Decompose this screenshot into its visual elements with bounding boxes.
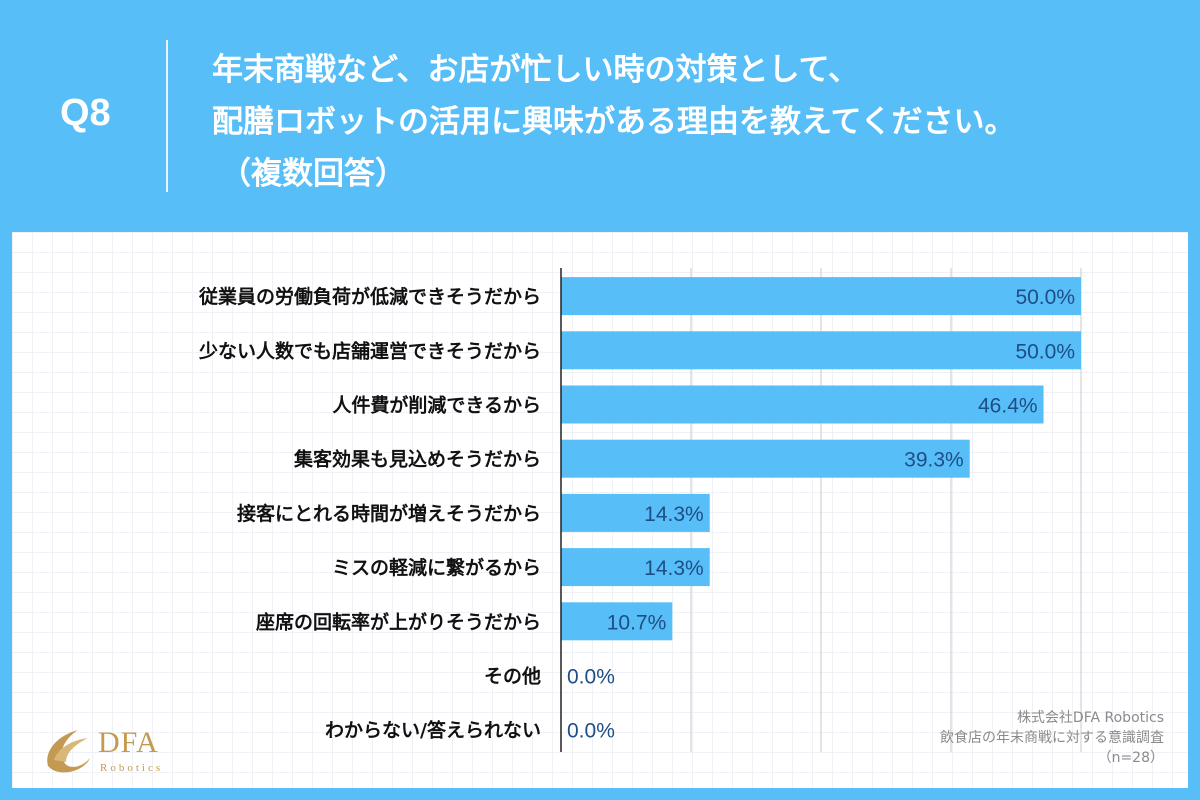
category-label: 接客にとれる時間が増えそうだから (237, 502, 541, 525)
source-company: 株式会社DFA Robotics (1016, 710, 1164, 726)
dfa-logo: DFA Robotics (38, 722, 188, 782)
source-note: 株式会社DFA Robotics 飲食店の年末商戦に対する意識調査 （n=28） (940, 708, 1164, 768)
question-title-line-2: 配膳ロボットの活用に興味がある理由を教えてください。 (212, 104, 1016, 140)
category-label: 集客効果も見込めそうだから (293, 448, 541, 471)
question-header: Q8 年末商戦など、お店が忙しい時の対策として、 配膳ロボットの活用に興味がある… (0, 0, 1200, 232)
value-label: 46.4% (978, 395, 1038, 418)
category-label: その他 (484, 665, 541, 688)
value-label: 39.3% (904, 449, 964, 472)
value-label: 14.3% (644, 503, 704, 526)
value-label: 50.0% (1015, 340, 1075, 363)
source-survey: 飲食店の年末商戦に対する意識調査 (940, 730, 1164, 746)
category-label: 人件費が削減できるから (332, 394, 541, 417)
question-title: 年末商戦など、お店が忙しい時の対策として、 配膳ロボットの活用に興味がある理由を… (212, 44, 1016, 200)
source-sample-size: （n=28） (1097, 750, 1164, 766)
bar (561, 277, 1081, 316)
chart-panel: 従業員の労働負荷が低減できそうだから 50.0% 少ない人数でも店舗運営できそうだか… (12, 232, 1188, 788)
question-title-line-1: 年末商戦など、お店が忙しい時の対策として、 (212, 52, 859, 88)
value-label: 10.7% (607, 611, 667, 634)
bar (561, 439, 970, 478)
logo-name: DFA (98, 726, 159, 759)
bar (561, 385, 1044, 424)
bar (561, 331, 1081, 370)
bar-chart: 従業員の労働負荷が低減できそうだから 50.0% 少ない人数でも店舗運営できそうだか… (198, 268, 1082, 752)
question-title-line-3: （複数回答） (220, 156, 406, 192)
dfa-swoosh-logo-icon (47, 730, 90, 773)
bar (561, 602, 673, 641)
value-label: 0.0% (567, 720, 615, 743)
category-label: わからない/答えられない (325, 719, 541, 742)
logo-subtitle: Robotics (100, 762, 164, 774)
category-label: 従業員の労働負荷が低減できそうだから (198, 285, 541, 308)
category-label: 少ない人数でも店舗運営できそうだから (198, 339, 541, 362)
value-label: 14.3% (644, 557, 704, 580)
bar (561, 493, 710, 532)
header-divider (166, 40, 168, 192)
question-number: Q8 (60, 92, 111, 134)
category-label: ミスの軽減に繋がるから (332, 556, 541, 579)
value-label: 0.0% (567, 666, 615, 689)
category-label: 座席の回転率が上がりそうだから (256, 610, 541, 633)
bar (561, 548, 710, 587)
value-label: 50.0% (1015, 286, 1075, 309)
